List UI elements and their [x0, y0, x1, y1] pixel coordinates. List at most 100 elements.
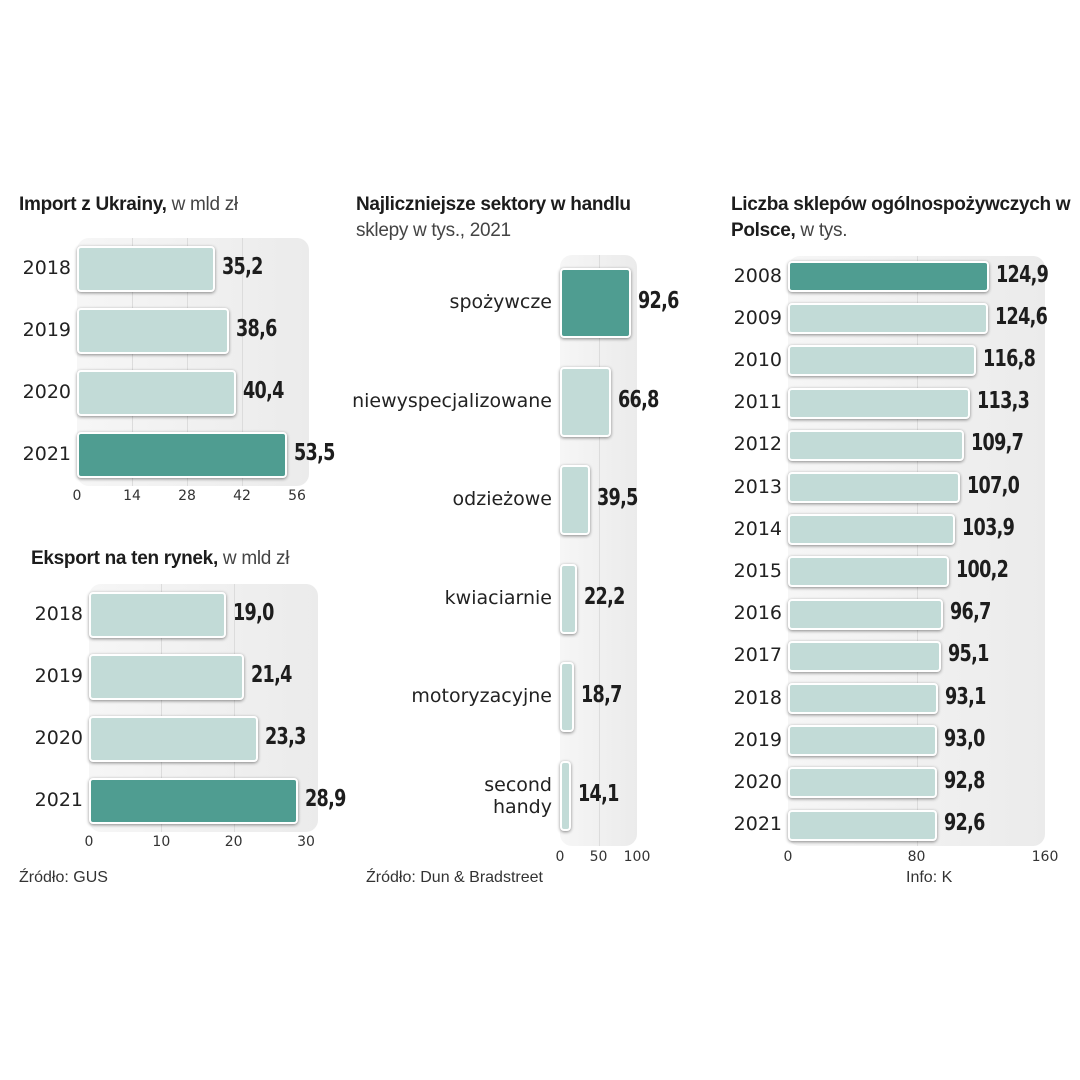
sklepy-bar [788, 387, 970, 419]
sektory-value-label: 18,7 [581, 682, 623, 708]
import-gridline [132, 238, 133, 486]
sklepy-chart-title: Liczba sklepów ogólnospożywczych w Polsc… [731, 192, 1071, 244]
sklepy-title-bold: Liczba sklepów ogólnospożywczych w Polsc… [731, 194, 1071, 241]
eksport-value-label: 28,9 [305, 786, 346, 812]
sklepy-bar [788, 556, 949, 588]
sklepy-category-label: 2009 [733, 306, 782, 329]
sklepy-value-label: 103,9 [961, 514, 1015, 541]
sklepy-category-label: 2008 [733, 264, 782, 287]
eksport-tick-label: 10 [152, 834, 171, 850]
eksport-chart-title: Eksport na ten rynek, w mld zł [31, 546, 289, 572]
eksport-bar [89, 716, 258, 762]
import-bar [77, 246, 216, 292]
eksport-tick-label: 20 [224, 834, 243, 850]
sektory-value-label: 22,2 [584, 583, 625, 610]
sklepy-bar [788, 345, 976, 377]
sektory-gridline [598, 255, 600, 846]
eksport-bar [89, 592, 227, 638]
sklepy-bar [788, 683, 938, 714]
sklepy-category-label: 2018 [733, 686, 782, 709]
sektory-bar [560, 662, 575, 732]
import-value-label: 38,6 [235, 316, 277, 342]
sklepy-bar [788, 640, 941, 672]
eksport-value-label: 21,4 [250, 662, 292, 688]
sklepy-gridline [916, 256, 918, 846]
import-gridline [242, 238, 243, 486]
sklepy-value-label: 92,6 [943, 810, 985, 837]
sklepy-category-label: 2021 [733, 813, 782, 836]
sklepy-category-label: 2020 [733, 770, 782, 793]
import-bar [77, 308, 229, 354]
sektory-value-label: 39,5 [597, 485, 639, 511]
import-category-label: 2018 [22, 257, 71, 279]
sklepy-bar [788, 598, 944, 630]
eksport-tick-label: 0 [84, 834, 94, 850]
sklepy-bar [788, 303, 989, 335]
import-category-label: 2019 [22, 319, 71, 341]
import-bar [77, 370, 236, 416]
sklepy-bar [788, 809, 937, 841]
import-chart-title: Import z Ukrainy, w mld zł [19, 192, 238, 218]
sektory-category-label: niewyspecjalizowane [352, 389, 552, 412]
eksport-category-label: 2021 [34, 789, 83, 811]
sektory-chart-title: Najliczniejsze sektory w handlu sklepy w… [356, 192, 631, 244]
sektory-bar [560, 760, 571, 831]
sklepy-bar [788, 429, 965, 461]
import-title-bold: Import z Ukrainy, [19, 194, 167, 215]
sektory-category-label: odzieżowe [452, 488, 552, 510]
import-bar [77, 432, 288, 478]
sklepy-category-label: 2010 [733, 348, 782, 371]
sklepy-value-label: 109,7 [971, 430, 1024, 457]
eksport-gridline [161, 584, 163, 832]
import-value-label: 40,4 [242, 378, 284, 404]
sklepy-title-unit: w tys. [800, 220, 848, 241]
sklepy-value-label: 124,6 [995, 303, 1048, 330]
import-tick-label: 28 [178, 488, 196, 504]
sektory-category-label: motoryzacyjne [411, 685, 552, 707]
import-tick-label: 14 [123, 488, 141, 504]
sklepy-value-label: 116,8 [982, 345, 1036, 372]
sklepy-category-label: 2012 [733, 433, 782, 456]
sektory-value-label: 66,8 [618, 386, 660, 413]
sklepy-value-label: 100,2 [955, 556, 1009, 583]
sektory-category-label: second handy [484, 773, 552, 818]
sektory-category-label: kwiaciarnie [444, 586, 552, 609]
sklepy-bar [788, 725, 938, 757]
sklepy-value-label: 124,9 [995, 261, 1049, 288]
sklepy-value-label: 96,7 [950, 599, 991, 626]
sektory-title-bold: Najliczniejsze sektory w handlu [356, 194, 631, 215]
eksport-gridline [233, 584, 235, 832]
sklepy-category-label: 2014 [733, 517, 782, 540]
sektory-bar [560, 366, 612, 437]
eksport-bar [89, 654, 244, 700]
import-value-label: 35,2 [222, 254, 263, 280]
import-title-unit: w mld zł [171, 194, 239, 215]
import-gridline [187, 238, 188, 486]
sklepy-bar [788, 472, 960, 503]
import-value-label: 53,5 [294, 440, 335, 466]
sklepy-source: Info: K [906, 869, 953, 886]
sklepy-category-label: 2019 [733, 728, 782, 751]
import-tick-label: 56 [288, 488, 306, 504]
sklepy-bar [788, 767, 938, 799]
sklepy-bar [788, 514, 955, 546]
sektory-tick-label: 100 [623, 849, 651, 865]
eksport-bar [89, 778, 299, 824]
sklepy-value-label: 113,3 [976, 388, 1030, 415]
sklepy-category-label: 2013 [733, 475, 782, 498]
eksport-category-label: 2018 [34, 603, 83, 625]
sklepy-value-label: 93,0 [944, 725, 986, 752]
sektory-value-label: 92,6 [638, 288, 679, 314]
sklepy-category-label: 2011 [733, 391, 782, 414]
sektory-bar [560, 465, 591, 535]
sklepy-bar [788, 261, 989, 292]
eksport-category-label: 2020 [34, 727, 83, 749]
sektory-bar [560, 268, 632, 338]
sklepy-value-label: 92,8 [944, 767, 985, 794]
eksport-value-label: 19,0 [233, 600, 275, 626]
sektory-bar [560, 563, 578, 634]
sektory-tick-label: 50 [589, 849, 608, 865]
eksport-category-label: 2019 [34, 665, 83, 687]
import-tick-label: 42 [233, 488, 251, 504]
sektory-panel-background [560, 255, 637, 846]
